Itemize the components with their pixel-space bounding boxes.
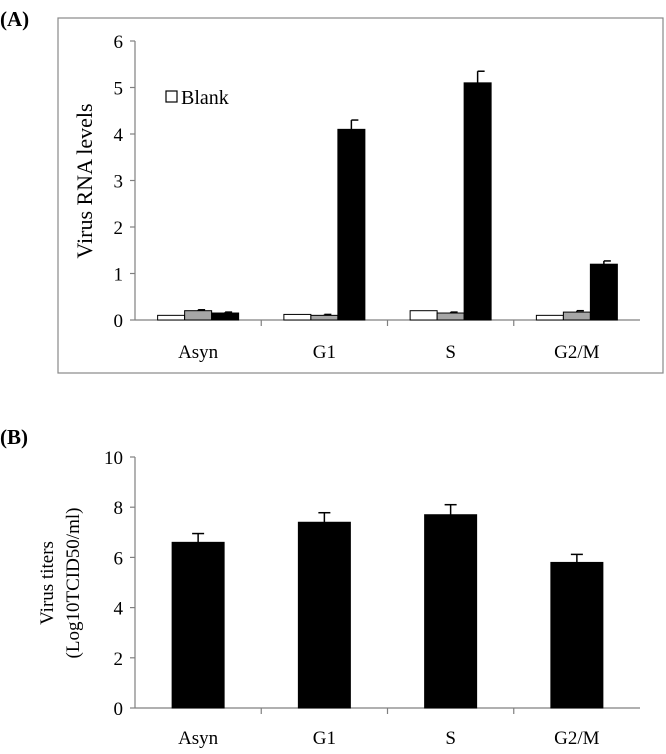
chart-a-x-tick-label: Asyn [178,342,219,363]
chart-b-x-tick-label: S [445,728,456,749]
chart-a-y-tick-label: 1 [114,265,124,286]
chart-a-bar [589,263,618,321]
chart-a-y-tick-label: 6 [114,32,124,53]
chart-b-x-tick-label: G2/M [554,728,600,749]
chart-b-y-label-line2: (Log10TCID50/ml) [63,508,84,659]
chart-b-y-tick-label: 6 [114,548,124,569]
chart-a-bar [211,312,240,321]
chart-a-y-tick-label: 3 [114,172,124,193]
chart-a-frame [57,17,664,374]
chart-b-x-tick-label: Asyn [178,728,219,749]
chart-b-bar [550,561,604,709]
chart-b-y-tick-label: 2 [114,649,124,670]
chart-b-y-label-line1: Virus titers [37,541,58,625]
chart-a-y-tick-label: 2 [114,218,124,239]
chart-a-bar [310,314,339,321]
chart-a-x-tick-label: G1 [313,342,336,363]
chart-a-bar [562,311,591,321]
chart-a-y-tick-label: 5 [114,79,124,100]
legend-label-blank: Blank [181,87,229,109]
chart-a-y-tick-label: 0 [114,311,124,332]
chart-a-x-tick-label: G2/M [554,342,600,363]
chart-a-bar [337,128,366,321]
chart-b-bar [171,541,225,709]
chart-a-bar [436,312,465,321]
chart-b-y-tick-label: 8 [114,498,124,519]
chart-a-bar [184,310,213,321]
chart-b-y-tick-label: 0 [114,699,124,720]
legend-swatch-blank [165,90,178,103]
chart-a-x-tick-label: S [445,342,456,363]
chart-a-bar [409,310,438,321]
chart-b-bar [297,521,351,709]
chart-b-y-tick-label: 10 [104,448,123,469]
chart-a-y-tick-label: 4 [114,125,124,146]
chart-b-marks: 0 2 4 6 8 10 Asyn G1 S G2/M [104,448,604,749]
chart-a-marks: 0 1 2 3 4 5 6 Asyn G1 S G2/M [114,32,618,363]
chart-a-bar [535,314,564,321]
chart-b-y-tick-label: 4 [114,599,124,620]
panel-a-label: (A) [0,7,29,31]
chart-a-y-label: Virus RNA levels [72,103,97,258]
chart-a-bar [157,314,186,321]
chart-a-bar [283,313,312,321]
chart-b-x-tick-label: G1 [313,728,336,749]
chart-a-bar [463,82,492,321]
chart-b-bar [424,514,478,709]
panel-b-label: (B) [0,425,28,449]
